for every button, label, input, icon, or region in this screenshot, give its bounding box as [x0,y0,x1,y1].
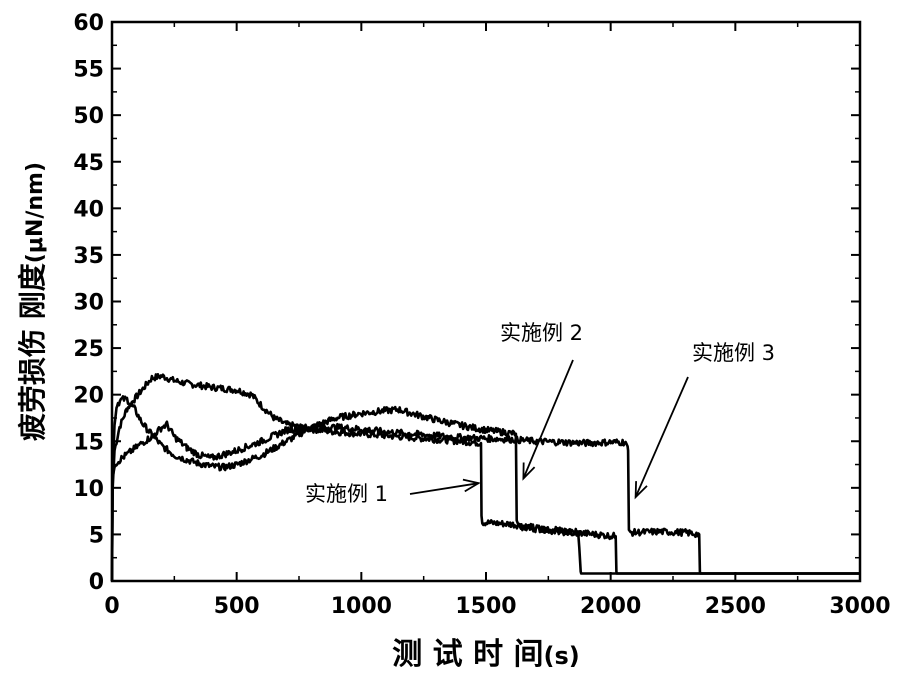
annotation-arrowhead [634,481,648,500]
series-line-3 [110,420,861,582]
tick-labels: 0 500 1000 1500 2000 2500 3000 0 5 10 15 20 25 30 35 40… [73,11,890,619]
y-tick-label: 15 [73,430,104,455]
annotation-2: 实施例 2 [500,321,583,481]
x-tick-label: 2500 [705,594,766,619]
annotation-label: 实施例 3 [692,341,775,365]
annotations: 实施例 1 实施例 2 实施例 3 [305,321,775,506]
y-tick-label: 10 [73,477,104,502]
annotation-3: 实施例 3 [634,341,775,500]
y-tick-label: 25 [73,337,104,362]
x-tick-label: 1000 [331,594,392,619]
series-line-2 [110,395,861,582]
y-tick-label: 0 [89,570,104,595]
series-line-1 [110,373,861,582]
y-axis-title-unit: (μN/nm) [23,162,48,263]
axis-ticks [111,21,861,582]
y-tick-label: 50 [73,104,104,129]
x-tick-label: 3000 [829,594,890,619]
x-axis-title-unit: (s) [544,642,580,670]
annotation-arrow-line [522,359,574,479]
annotation-arrow-line [634,376,689,498]
y-tick-label: 30 [73,291,104,316]
y-tick-label: 55 [73,58,104,83]
y-axis-title-main: 疲劳损伤 刚度 [16,263,49,441]
annotation-label: 实施例 2 [500,321,583,345]
y-tick-label: 5 [89,523,104,548]
plot-frame [110,20,862,583]
annotation-label: 实施例 1 [305,482,388,506]
annotation-arrowhead [462,478,481,493]
annotation-arrowhead [522,462,536,481]
plot-border [110,20,862,583]
y-axis-title: 疲劳损伤 刚度(μN/nm) [16,162,49,441]
x-tick-label: 1500 [455,594,516,619]
x-tick-label: 500 [214,594,260,619]
y-tick-label: 40 [73,197,104,222]
x-axis-title: 测 试 时 间(s) [392,637,580,672]
x-axis-title-main: 测 试 时 间 [392,637,543,672]
x-tick-label: 2000 [580,594,641,619]
y-tick-label: 60 [73,11,104,36]
annotation-arrow-line [409,482,479,495]
y-tick-label: 45 [73,151,104,176]
y-tick-label: 20 [73,384,104,409]
data-lines [110,373,861,582]
y-tick-label: 35 [73,244,104,269]
annotation-1: 实施例 1 [305,478,481,506]
x-tick-label: 0 [104,594,119,619]
